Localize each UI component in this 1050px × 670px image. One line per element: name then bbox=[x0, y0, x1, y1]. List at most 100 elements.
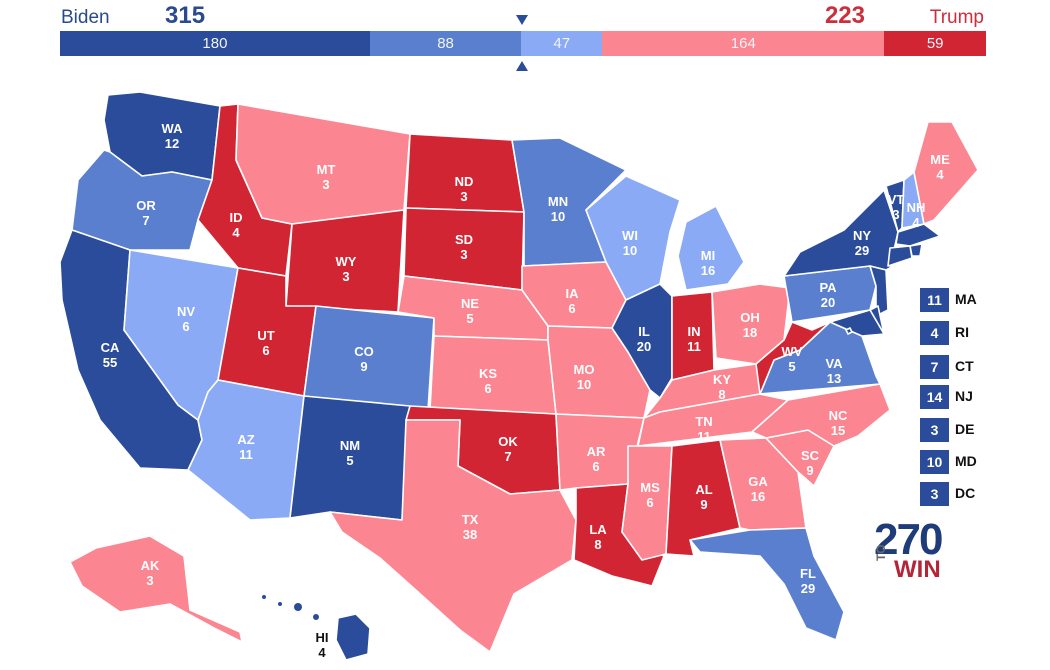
state-ev-label: 10 bbox=[551, 209, 565, 224]
legend-row-de[interactable]: 3 DE bbox=[920, 418, 1000, 442]
state-ev-label: 8 bbox=[594, 537, 601, 552]
legend-state-abbr: NJ bbox=[955, 388, 973, 404]
state-abbr-label: UT bbox=[257, 328, 274, 343]
legend-state-abbr: MA bbox=[955, 291, 977, 307]
state-ev-label: 18 bbox=[743, 325, 757, 340]
biden-total: 315 bbox=[165, 2, 206, 29]
state-ev-label: 16 bbox=[751, 489, 765, 504]
state-ev-label: 5 bbox=[346, 453, 353, 468]
state-ev-label: 4 bbox=[318, 645, 326, 660]
legend-ev-box: 11 bbox=[920, 288, 949, 312]
state-abbr-label: NM bbox=[340, 438, 360, 453]
state-ev-label: 3 bbox=[322, 177, 329, 192]
electoral-vote-header: Biden 315 223 Trump 180 88 47 164 59 bbox=[0, 0, 1050, 80]
state-abbr-label: WV bbox=[782, 344, 803, 359]
state-abbr-label: TX bbox=[462, 512, 479, 527]
state-ev-label: 13 bbox=[827, 371, 841, 386]
legend-state-abbr: CT bbox=[955, 358, 974, 374]
state-ev-label: 20 bbox=[637, 339, 651, 354]
state-abbr-label: GA bbox=[748, 474, 768, 489]
hawaii-island[interactable] bbox=[313, 614, 319, 620]
state-ct[interactable] bbox=[887, 245, 913, 267]
state-ev-label: 11 bbox=[687, 339, 701, 354]
hawaii-island[interactable] bbox=[278, 602, 282, 606]
state-tx[interactable] bbox=[329, 419, 577, 653]
logo-win: WIN bbox=[894, 556, 941, 583]
legend-ev-box: 3 bbox=[920, 418, 949, 442]
state-abbr-label: CA bbox=[101, 340, 120, 355]
state-ev-label: 4 bbox=[936, 167, 944, 182]
legend-row-dc[interactable]: 3 DC bbox=[920, 482, 1000, 506]
state-abbr-label: NH bbox=[907, 200, 926, 215]
state-ev-label: 9 bbox=[806, 463, 813, 478]
logo-number: 270 bbox=[874, 515, 943, 564]
state-ev-label: 4 bbox=[912, 215, 920, 230]
state-ev-label: 3 bbox=[460, 189, 467, 204]
trump-label: Trump bbox=[929, 7, 984, 28]
state-abbr-label: AK bbox=[141, 558, 160, 573]
bar-segment: 180 bbox=[60, 31, 370, 56]
legend-ev-box: 10 bbox=[920, 450, 949, 474]
state-abbr-label: SD bbox=[455, 232, 473, 247]
state-ev-label: 3 bbox=[146, 573, 153, 588]
state-nj[interactable] bbox=[869, 265, 889, 317]
state-abbr-label: MN bbox=[548, 194, 568, 209]
legend-row-ri[interactable]: 4 RI bbox=[920, 321, 1000, 345]
state-abbr-label: KS bbox=[479, 366, 497, 381]
state-wi[interactable] bbox=[585, 175, 681, 301]
state-abbr-label: OH bbox=[740, 310, 760, 325]
state-ev-label: 55 bbox=[103, 355, 117, 370]
state-abbr-label: FL bbox=[800, 566, 816, 581]
state-ev-label: 5 bbox=[788, 359, 795, 374]
state-abbr-label: WI bbox=[622, 228, 638, 243]
state-ev-label: 6 bbox=[568, 301, 575, 316]
state-abbr-label: OR bbox=[136, 198, 156, 213]
legend-row-nj[interactable]: 14 NJ bbox=[920, 385, 1000, 409]
hawaii-island[interactable] bbox=[294, 603, 302, 611]
bar-segment: 164 bbox=[602, 31, 885, 56]
state-fl[interactable] bbox=[689, 527, 845, 641]
state-ev-label: 6 bbox=[646, 495, 653, 510]
state-ak[interactable] bbox=[69, 535, 243, 643]
legend-ev-box: 14 bbox=[920, 385, 949, 409]
trump-total: 223 bbox=[824, 2, 865, 29]
legend-row-ct[interactable]: 7 CT bbox=[920, 355, 1000, 379]
state-abbr-label: PA bbox=[819, 280, 837, 295]
state-abbr-label: VT bbox=[888, 192, 905, 207]
state-hi[interactable] bbox=[335, 613, 371, 661]
legend-state-abbr: DE bbox=[955, 421, 975, 437]
state-ma[interactable] bbox=[895, 223, 941, 247]
biden-label: Biden bbox=[61, 7, 110, 28]
state-abbr-label: WA bbox=[162, 121, 184, 136]
legend-ev-box: 7 bbox=[920, 355, 949, 379]
state-ev-label: 15 bbox=[831, 423, 845, 438]
threshold-down-arrow-icon bbox=[516, 15, 528, 25]
state-ev-label: 7 bbox=[142, 213, 149, 228]
state-ev-label: 9 bbox=[360, 359, 367, 374]
bar-segment: 88 bbox=[369, 31, 522, 56]
state-ev-label: 11 bbox=[697, 429, 711, 444]
state-abbr-label: CO bbox=[354, 344, 374, 359]
state-ny[interactable] bbox=[783, 189, 899, 277]
state-ev-label: 9 bbox=[700, 497, 707, 512]
legend-ev-box: 4 bbox=[920, 321, 949, 345]
legend-ev-box: 3 bbox=[920, 482, 949, 506]
state-nc[interactable] bbox=[751, 383, 891, 447]
state-mi[interactable] bbox=[677, 205, 745, 291]
state-ev-label: 3 bbox=[342, 269, 349, 284]
state-ev-label: 7 bbox=[504, 449, 511, 464]
state-ev-label: 16 bbox=[701, 263, 715, 278]
legend-row-md[interactable]: 10 MD bbox=[920, 450, 1000, 474]
hawaii-island[interactable] bbox=[262, 595, 266, 599]
state-abbr-label: WY bbox=[336, 254, 357, 269]
state-ev-label: 5 bbox=[466, 311, 473, 326]
legend-row-ma[interactable]: 11 MA bbox=[920, 288, 1000, 312]
state-abbr-label: IN bbox=[688, 324, 701, 339]
state-abbr-label: IL bbox=[638, 324, 650, 339]
270towin-logo: 270 TO WIN bbox=[874, 518, 944, 583]
state-dc[interactable] bbox=[845, 327, 853, 335]
state-abbr-label: ME bbox=[930, 152, 950, 167]
state-ev-label: 3 bbox=[892, 207, 899, 222]
legend-state-abbr: MD bbox=[955, 453, 977, 469]
state-abbr-label: MS bbox=[640, 480, 660, 495]
